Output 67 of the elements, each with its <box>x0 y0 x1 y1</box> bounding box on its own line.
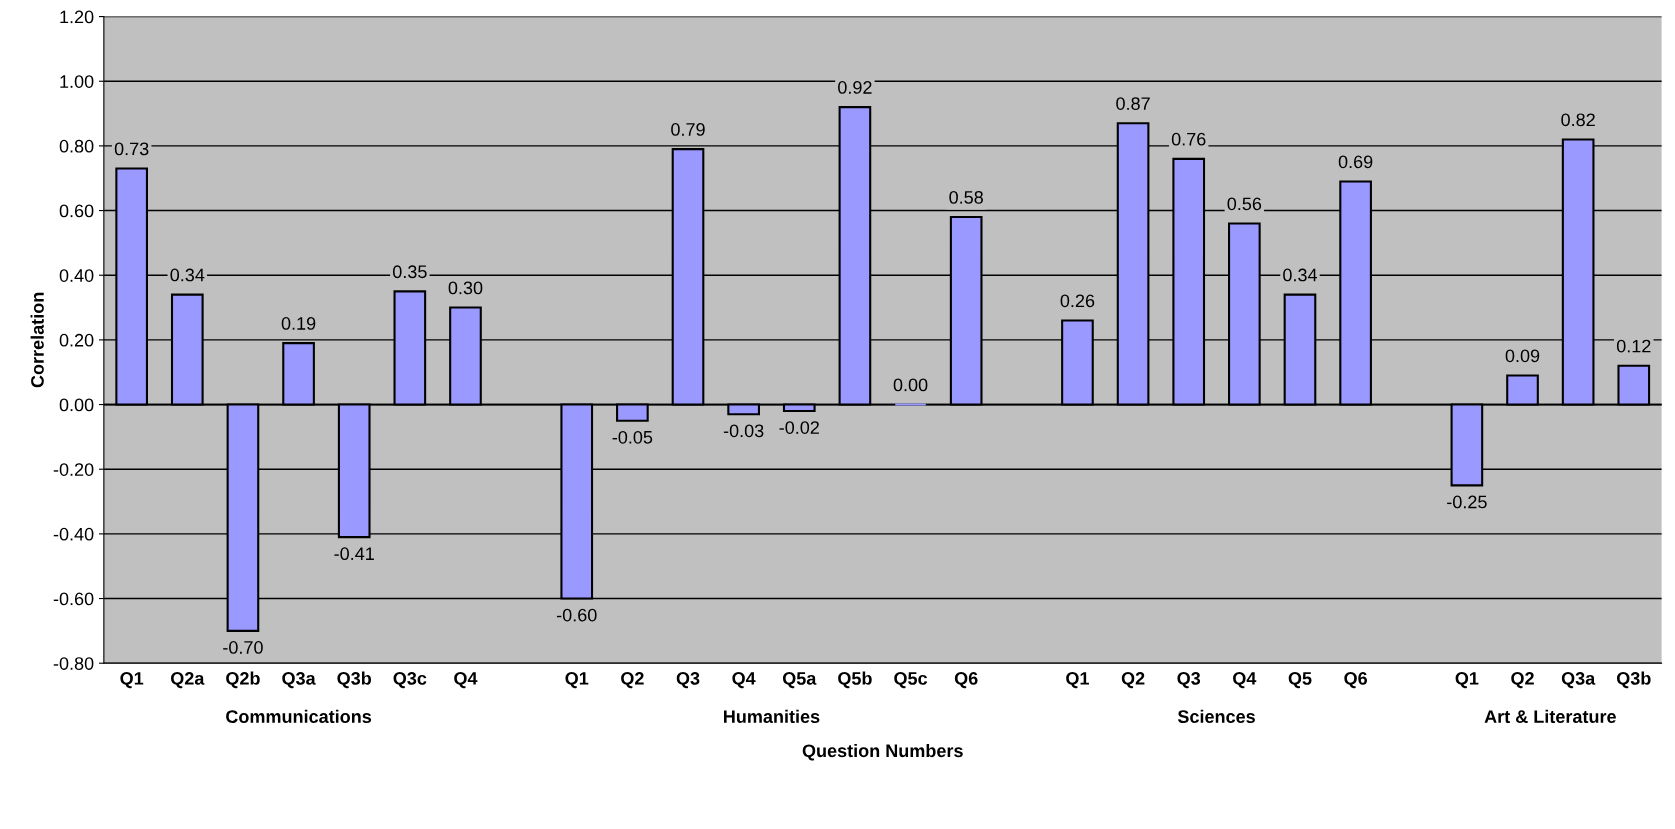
data-label: 0.30 <box>448 281 483 295</box>
y-tick-label: 0.80 <box>59 139 94 153</box>
data-label: -0.60 <box>556 608 597 622</box>
x-tick-label: Q4 <box>454 672 478 689</box>
x-tick-label: Q2b <box>226 671 260 689</box>
data-label: 0.58 <box>949 190 983 204</box>
data-label: 0.82 <box>1561 113 1595 127</box>
x-tick-label: Q2 <box>621 672 644 689</box>
x-tick-label: Q6 <box>1344 672 1367 689</box>
y-tick-label: 0.60 <box>59 204 94 218</box>
y-tick-label: -0.20 <box>53 463 94 476</box>
data-label: -0.03 <box>723 424 764 438</box>
data-label: 0.12 <box>1616 339 1651 353</box>
data-label: -0.41 <box>334 547 374 561</box>
data-label: -0.25 <box>1447 495 1487 509</box>
data-label: 0.19 <box>281 317 316 330</box>
data-label: 0.34 <box>170 268 205 282</box>
y-tick-label: 0.20 <box>59 333 94 347</box>
y-tick-label: 0.40 <box>59 269 94 282</box>
x-tick-label: Q3c <box>393 672 427 689</box>
data-label: 0.87 <box>1116 97 1150 110</box>
data-label: 0.92 <box>838 81 872 94</box>
text: Humanities <box>724 709 820 724</box>
y-tick-label: 1.20 <box>60 10 94 24</box>
data-label: 0.79 <box>671 123 705 136</box>
data-label: -0.02 <box>779 421 819 434</box>
x-tick-label: Q2 <box>1511 672 1534 689</box>
x-tick-label: Q3b <box>1616 671 1651 689</box>
x-axis-title: Question Numbers <box>802 743 963 761</box>
text: Communications <box>226 709 372 724</box>
data-label: 0.00 <box>893 378 928 392</box>
x-tick-label: Q3 <box>1177 672 1201 689</box>
data-label: 0.56 <box>1227 197 1262 211</box>
x-tick-label: Q2a <box>170 672 205 689</box>
text: Sciences <box>1177 709 1255 724</box>
x-tick-label: Q4 <box>1233 672 1257 689</box>
data-label: 0.09 <box>1505 349 1540 363</box>
text: Art & Literature <box>1484 709 1616 724</box>
x-tick-label: Q4 <box>732 672 756 689</box>
data-label: 0.76 <box>1171 132 1206 146</box>
y-tick-label: 0.00 <box>59 398 94 412</box>
y-tick-label: -0.80 <box>53 657 94 670</box>
x-tick-label: Q3a <box>1561 672 1596 689</box>
x-tick-label: Q2 <box>1121 672 1145 689</box>
x-tick-label: Q1 <box>1066 672 1089 689</box>
x-tick-label: Q3 <box>676 672 700 689</box>
y-tick-label: -0.40 <box>53 527 94 541</box>
data-label: 0.26 <box>1060 294 1095 308</box>
data-label: 0.73 <box>114 142 149 156</box>
y-tick-label: 1.00 <box>60 75 94 88</box>
data-label: -0.05 <box>612 430 653 444</box>
data-label: 0.35 <box>392 265 427 279</box>
x-tick-label: Q5a <box>782 672 817 689</box>
data-label: 0.34 <box>1283 268 1318 282</box>
x-tick-label: Q6 <box>954 672 978 689</box>
x-tick-label: Q1 <box>1455 672 1479 689</box>
x-tick-label: Q3b <box>337 671 372 689</box>
x-tick-label: Q5c <box>894 672 928 689</box>
x-tick-label: Q3a <box>282 672 316 689</box>
x-tick-label: Q1 <box>565 672 589 689</box>
y-tick-label: -0.60 <box>53 592 94 606</box>
y-axis-title: Correlation <box>30 292 44 388</box>
x-tick-label: Q5b <box>838 671 872 689</box>
data-label: 0.69 <box>1338 155 1373 169</box>
x-tick-label: Q1 <box>120 672 144 689</box>
x-tick-label: Q5 <box>1288 672 1312 689</box>
data-label: -0.70 <box>223 641 263 654</box>
